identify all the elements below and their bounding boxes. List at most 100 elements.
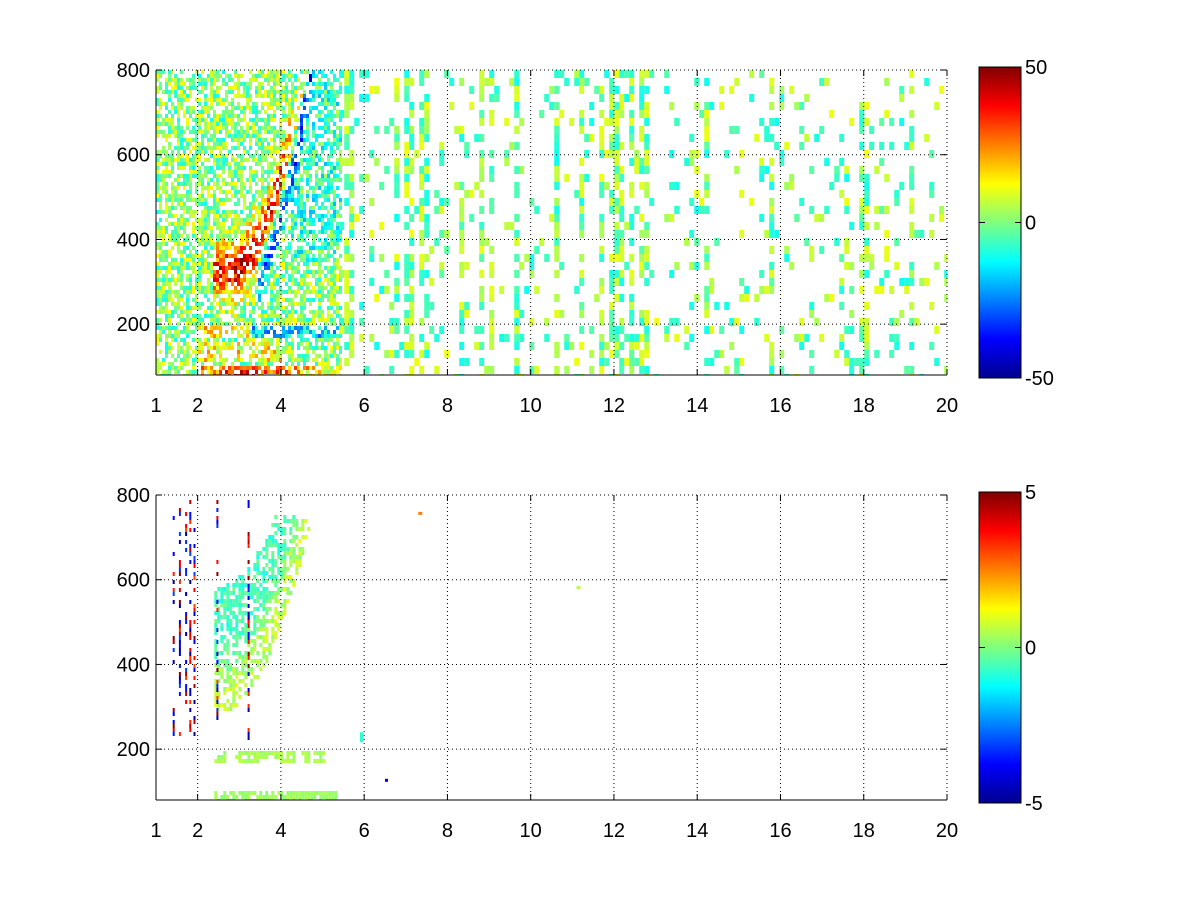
heatmap-cell xyxy=(514,254,520,262)
heatmap-cell xyxy=(330,286,333,290)
heatmap-cell xyxy=(644,254,650,262)
heatmap-cell xyxy=(799,102,805,110)
heatmap-cell xyxy=(294,290,297,294)
heatmap-cell xyxy=(172,588,175,592)
heatmap-cell xyxy=(409,102,415,110)
heatmap-cell xyxy=(719,326,725,334)
heatmap-cell xyxy=(839,254,845,262)
heatmap-cell xyxy=(258,366,261,370)
heatmap-cell xyxy=(419,238,425,246)
heatmap-cell xyxy=(231,114,234,118)
heatmap-cell xyxy=(228,86,231,90)
heatmap-cell xyxy=(258,94,261,98)
heatmap-cell xyxy=(195,154,198,158)
heatmap-cell xyxy=(774,142,780,150)
heatmap-cell xyxy=(864,190,870,198)
heatmap-cell xyxy=(834,166,840,174)
heatmap-cell xyxy=(274,607,278,611)
heatmap-cell xyxy=(228,278,231,282)
heatmap-cell xyxy=(274,563,278,567)
heatmap-cell xyxy=(243,158,246,162)
heatmap-cell xyxy=(234,262,237,266)
heatmap-cell xyxy=(344,342,350,350)
heatmap-cell xyxy=(339,206,342,210)
heatmap-cell xyxy=(333,334,336,338)
heatmap-cell xyxy=(564,78,570,86)
heatmap-cell xyxy=(246,330,249,334)
heatmap-cell xyxy=(285,314,288,318)
heatmap-cell xyxy=(279,78,282,82)
heatmap-cell xyxy=(315,278,318,282)
heatmap-cell xyxy=(303,290,306,294)
heatmap-cell xyxy=(228,162,231,166)
heatmap-cell xyxy=(339,158,345,166)
heatmap-cell xyxy=(252,218,255,222)
heatmap-cell xyxy=(231,90,234,94)
heatmap-cell xyxy=(285,290,288,294)
heatmap-cell xyxy=(204,270,207,274)
heatmap-cell xyxy=(228,302,231,306)
heatmap-cell xyxy=(253,755,257,759)
heatmap-cell xyxy=(327,194,330,198)
heatmap-cell xyxy=(246,206,249,210)
heatmap-cell xyxy=(279,214,282,218)
heatmap-cell xyxy=(201,270,204,274)
heatmap-cell xyxy=(479,294,485,302)
heatmap-cell xyxy=(214,603,218,607)
heatmap-cell xyxy=(291,114,294,118)
heatmap-cell xyxy=(172,648,175,652)
heatmap-cell xyxy=(225,118,228,122)
heatmap-cell xyxy=(704,78,710,86)
heatmap-cell xyxy=(271,535,275,539)
heatmap-cell xyxy=(285,114,288,118)
heatmap-cell xyxy=(479,78,485,86)
heatmap-cell xyxy=(246,214,249,218)
heatmap-cell xyxy=(288,174,291,178)
heatmap-cell xyxy=(339,230,342,234)
heatmap-cell xyxy=(207,122,210,126)
heatmap-cell xyxy=(213,170,216,174)
heatmap-cell xyxy=(226,583,230,587)
heatmap-cell xyxy=(409,142,415,150)
heatmap-cell xyxy=(186,182,189,186)
heatmap-cell xyxy=(599,222,605,230)
heatmap-cell xyxy=(589,102,595,110)
heatmap-cell xyxy=(256,619,260,623)
heatmap-cell xyxy=(219,366,222,370)
heatmap-cell xyxy=(330,102,333,106)
heatmap-cell xyxy=(409,126,415,134)
heatmap-cell xyxy=(177,146,180,150)
heatmap-cell xyxy=(939,214,945,222)
heatmap-cell xyxy=(216,214,219,218)
heatmap-cell xyxy=(261,370,264,374)
heatmap-cell xyxy=(270,282,273,286)
heatmap-cell xyxy=(231,238,234,242)
heatmap-cell xyxy=(261,274,264,278)
heatmap-cell xyxy=(288,322,291,326)
heatmap-cell xyxy=(859,198,865,206)
heatmap-cell xyxy=(306,366,309,370)
heatmap-cell xyxy=(193,656,196,660)
heatmap-cell xyxy=(232,667,236,671)
heatmap-cell xyxy=(312,158,315,162)
heatmap-cell xyxy=(262,639,266,643)
heatmap-cell xyxy=(156,302,159,306)
heatmap-cell xyxy=(177,274,180,278)
heatmap-cell xyxy=(189,688,192,692)
heatmap-cell xyxy=(180,234,183,238)
heatmap-cell xyxy=(234,194,237,198)
heatmap-cell xyxy=(177,130,180,134)
heatmap-cell xyxy=(336,238,339,242)
heatmap-cell xyxy=(228,182,231,186)
heatmap-cell xyxy=(764,134,770,142)
heatmap-cell xyxy=(156,174,159,178)
heatmap-cell xyxy=(328,795,332,799)
heatmap-cell xyxy=(240,250,243,254)
heatmap-cell xyxy=(237,162,240,166)
heatmap-cell xyxy=(404,174,410,182)
heatmap-cell xyxy=(265,635,269,639)
heatmap-cell xyxy=(280,571,284,575)
heatmap-cell xyxy=(265,543,269,547)
heatmap-cell xyxy=(285,82,288,86)
heatmap-cell xyxy=(201,302,204,306)
